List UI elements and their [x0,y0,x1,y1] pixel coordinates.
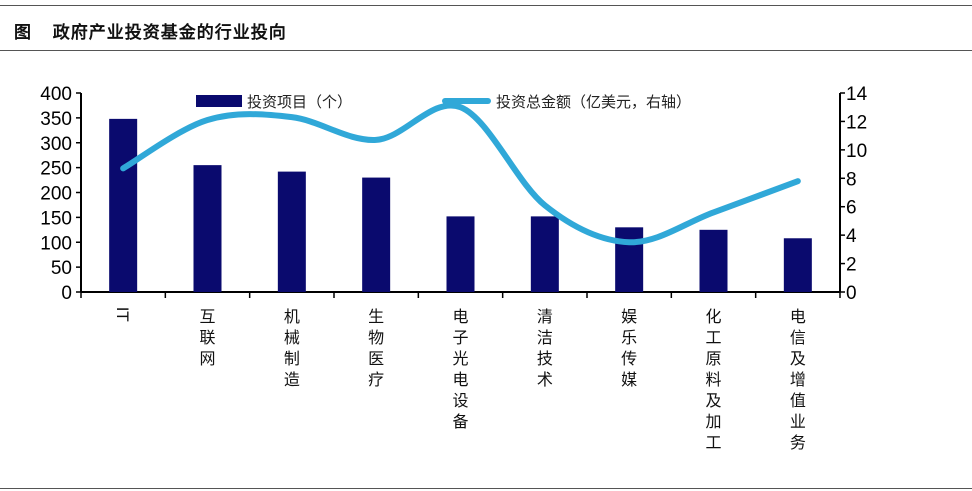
category-label: 互联网 [199,307,215,368]
legend-bar-swatch [196,95,242,107]
category-label: 清洁技术 [537,307,553,389]
bar-化工原料及加工 [699,229,728,292]
bar-娱乐传媒 [615,227,644,292]
category-label: 化工原料及加工 [705,307,721,452]
bar-机械制造 [277,171,306,292]
legend-line-label: 投资总金额（亿美元，右轴） [496,93,691,111]
right-tick-label: 10 [846,141,867,162]
right-tick-label: 14 [846,84,868,105]
legend-bar-label: 投资项目（个） [247,93,352,111]
top-rule [0,5,972,6]
left-tick-label: 300 [40,134,72,155]
bar-互联网 [193,165,222,292]
category-label: 生物医疗 [368,307,384,389]
right-tick-label: 4 [846,226,857,247]
left-tick-label: 350 [40,109,72,130]
bottom-rule [0,488,972,489]
left-tick-label: 50 [51,258,72,279]
left-tick-label: 100 [40,233,72,254]
figure-title: 图 政府产业投资基金的行业投向 [14,23,287,43]
category-label: 娱乐传媒 [621,307,637,389]
category-label: 电信及增值业务 [790,307,806,452]
category-label: 电子光电设备 [452,307,468,431]
right-tick-label: 0 [846,283,857,304]
left-tick-label: 200 [40,184,72,205]
category-label: 机械制造 [284,307,300,389]
right-tick-label: 12 [846,112,867,133]
left-tick-label: 0 [61,283,72,304]
bar-IT [109,118,138,293]
left-tick-label: 150 [40,208,72,229]
left-tick-label: 250 [40,159,72,180]
right-tick-label: 8 [846,169,857,190]
bar-清洁技术 [530,216,559,292]
bar-电信及增值业务 [783,238,812,292]
left-tick-label: 400 [40,84,72,105]
bar-生物医疗 [362,177,391,292]
right-tick-label: 6 [846,198,857,219]
right-tick-label: 2 [846,255,857,276]
bar-电子光电设备 [446,216,475,292]
title-rule [0,50,972,51]
category-label: IT [113,307,132,322]
